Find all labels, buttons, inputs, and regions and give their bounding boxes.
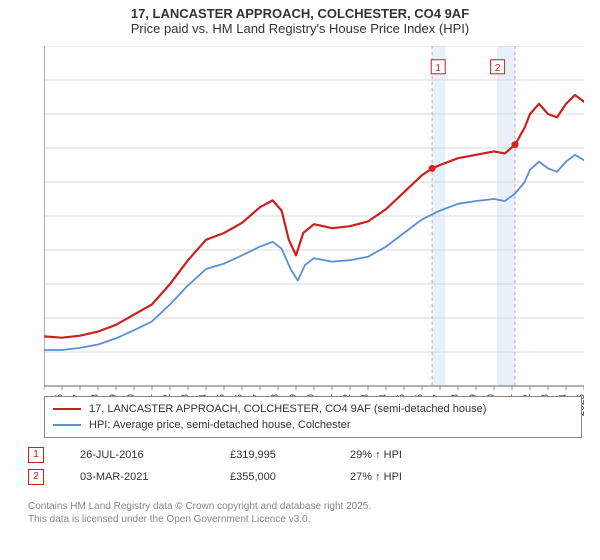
chart-container: 17, LANCASTER APPROACH, COLCHESTER, CO4 … (0, 0, 600, 560)
plot-svg: £0£50K£100K£150K£200K£250K£300K£350K£400… (44, 46, 584, 416)
table-row: 1 26-JUL-2016 £319,995 29% ↑ HPI (28, 444, 470, 466)
legend-row: 17, LANCASTER APPROACH, COLCHESTER, CO4 … (53, 401, 573, 417)
attribution: Contains HM Land Registry data © Crown c… (28, 500, 588, 526)
sale-date-2: 03-MAR-2021 (80, 471, 230, 483)
sale-hpi-2: 27% ↑ HPI (350, 471, 470, 483)
legend-row: HPI: Average price, semi-detached house,… (53, 417, 573, 433)
sale-badge-2: 2 (28, 469, 44, 485)
sale-badge-1: 1 (28, 447, 44, 463)
legend: 17, LANCASTER APPROACH, COLCHESTER, CO4 … (44, 396, 582, 438)
sale-date-1: 26-JUL-2016 (80, 449, 230, 461)
title-line-2: Price paid vs. HM Land Registry's House … (0, 21, 600, 36)
sale-price-1: £319,995 (230, 449, 350, 461)
plot-area: £0£50K£100K£150K£200K£250K£300K£350K£400… (44, 46, 584, 386)
legend-label-0: 17, LANCASTER APPROACH, COLCHESTER, CO4 … (89, 403, 486, 415)
legend-swatch-0 (53, 408, 81, 410)
legend-swatch-1 (53, 424, 81, 426)
attribution-line-2: This data is licensed under the Open Gov… (28, 513, 588, 526)
svg-text:2: 2 (495, 63, 501, 74)
sale-hpi-1: 29% ↑ HPI (350, 449, 470, 461)
sales-table: 1 26-JUL-2016 £319,995 29% ↑ HPI 2 03-MA… (28, 444, 470, 488)
legend-label-1: HPI: Average price, semi-detached house,… (89, 419, 351, 431)
titles: 17, LANCASTER APPROACH, COLCHESTER, CO4 … (0, 0, 600, 36)
sale-price-2: £355,000 (230, 471, 350, 483)
title-line-1: 17, LANCASTER APPROACH, COLCHESTER, CO4 … (0, 6, 600, 21)
table-row: 2 03-MAR-2021 £355,000 27% ↑ HPI (28, 466, 470, 488)
attribution-line-1: Contains HM Land Registry data © Crown c… (28, 500, 588, 513)
svg-text:1: 1 (435, 63, 441, 74)
